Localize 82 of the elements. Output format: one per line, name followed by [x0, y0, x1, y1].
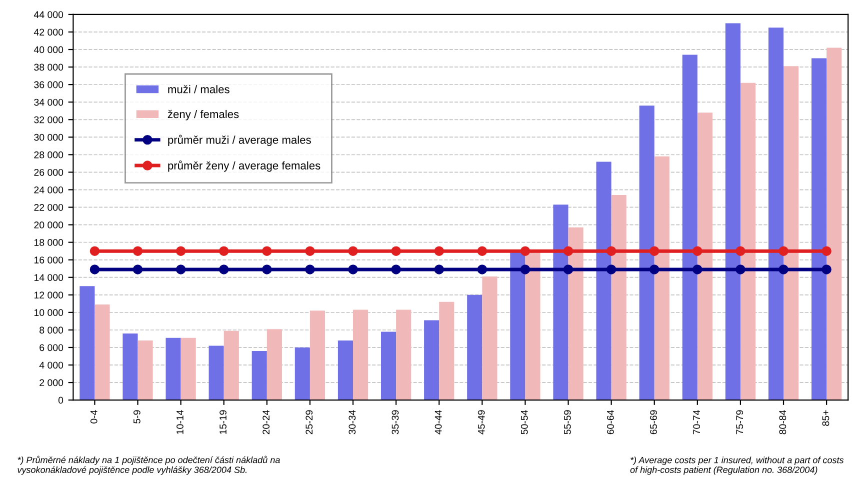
x-tick-label: 70-74 — [693, 410, 700, 434]
bar — [768, 28, 784, 400]
x-tick-label: 40-44 — [434, 410, 442, 434]
text: *) Průměrné náklady na 1 pojištěnce po odečtení části nákladů na vysokonákladové pojištěnce podle vyhlášky 368/2004 Sb. — [18, 456, 280, 475]
bar — [654, 156, 670, 400]
y-tick-label: 42 000 — [34, 28, 64, 36]
x-tick-label: 5-9 — [133, 410, 140, 424]
x-tick-label: 30-34 — [348, 410, 356, 434]
bar — [596, 162, 612, 400]
y-tick-label: 4 000 — [39, 362, 64, 369]
x-tick-label: 50-54 — [520, 410, 528, 434]
bar — [380, 332, 396, 400]
bar — [138, 340, 153, 400]
y-tick-label: 34 000 — [34, 98, 64, 106]
bar — [639, 106, 654, 400]
x-tick-label: 75-79 — [736, 410, 744, 434]
bar — [353, 310, 368, 400]
y-tick-label: 0 — [58, 396, 64, 404]
y-tick-label: 18 000 — [34, 239, 64, 246]
x-tick-label: 15-19 — [220, 410, 226, 434]
bar — [482, 276, 498, 400]
x-tick-label: 65-69 — [650, 410, 657, 434]
y-tick-label: 28 000 — [34, 151, 64, 158]
y-tick-label: 36 000 — [34, 81, 64, 88]
y-tick-label: 12 000 — [34, 292, 64, 299]
bar — [725, 23, 740, 400]
bar — [310, 310, 326, 400]
bar — [122, 333, 138, 400]
bar — [208, 346, 224, 400]
y-tick-label: 16 000 — [34, 256, 64, 264]
bar — [252, 350, 267, 400]
y-tick-label: 10 000 — [34, 309, 64, 316]
bar — [94, 304, 110, 400]
y-tick-label: 22 000 — [34, 204, 64, 211]
y-tick-label: 8 000 — [40, 326, 64, 334]
bar — [180, 338, 196, 400]
bar — [338, 340, 354, 400]
x-tick-label: 35-39 — [392, 410, 399, 434]
bar — [784, 66, 799, 400]
bar — [166, 338, 181, 400]
text: *) Average costs per 1 insured, without a part of costs of high-costs patient (Regulation no. 368/2004) — [630, 456, 844, 475]
bar — [266, 329, 282, 400]
legend-label: průměr ženy / average females — [168, 160, 320, 172]
legend-label: průměr muži / average males — [168, 134, 311, 146]
x-tick-label: 0-4 — [90, 410, 98, 424]
y-tick-label: 24 000 — [34, 186, 64, 194]
bar — [510, 251, 526, 400]
bar — [811, 58, 827, 400]
y-tick-label: 2 000 — [40, 379, 64, 386]
bar — [682, 54, 698, 400]
y-tick-label: 32 000 — [34, 116, 64, 124]
y-tick-label: 40 000 — [34, 46, 64, 54]
bar — [396, 310, 412, 400]
y-tick-label: 38 000 — [34, 64, 64, 71]
y-tick-label: 14 000 — [34, 274, 64, 281]
bar — [424, 320, 440, 400]
x-tick-label: 60-64 — [607, 410, 614, 434]
x-tick-label: 20-24 — [262, 410, 270, 434]
x-tick-label: 25-29 — [306, 410, 313, 434]
bar — [740, 82, 756, 400]
legend-label: muži / males — [168, 85, 230, 94]
y-tick-label: 20 000 — [34, 222, 64, 228]
x-tick-label: 10-14 — [176, 410, 184, 434]
y-tick-label: 30 000 — [34, 134, 64, 141]
x-tick-label: 45-49 — [478, 410, 485, 434]
bar — [553, 204, 568, 400]
bar — [611, 194, 626, 400]
x-tick-label: 55-59 — [564, 410, 571, 434]
bar — [294, 347, 310, 400]
bar — [80, 286, 95, 400]
bar — [568, 227, 584, 400]
bar — [697, 112, 712, 400]
y-tick-label: 26 000 — [34, 168, 64, 176]
bar — [467, 294, 482, 400]
y-tick-label: 6 000 — [40, 344, 64, 352]
bar — [826, 48, 842, 400]
bar — [439, 302, 454, 400]
x-tick-label: 80-84 — [779, 410, 786, 434]
bar — [224, 330, 239, 400]
x-tick-label: 85+ — [822, 410, 830, 426]
legend-label: ženy / females — [168, 110, 239, 120]
y-tick-label: 44 000 — [34, 11, 64, 18]
